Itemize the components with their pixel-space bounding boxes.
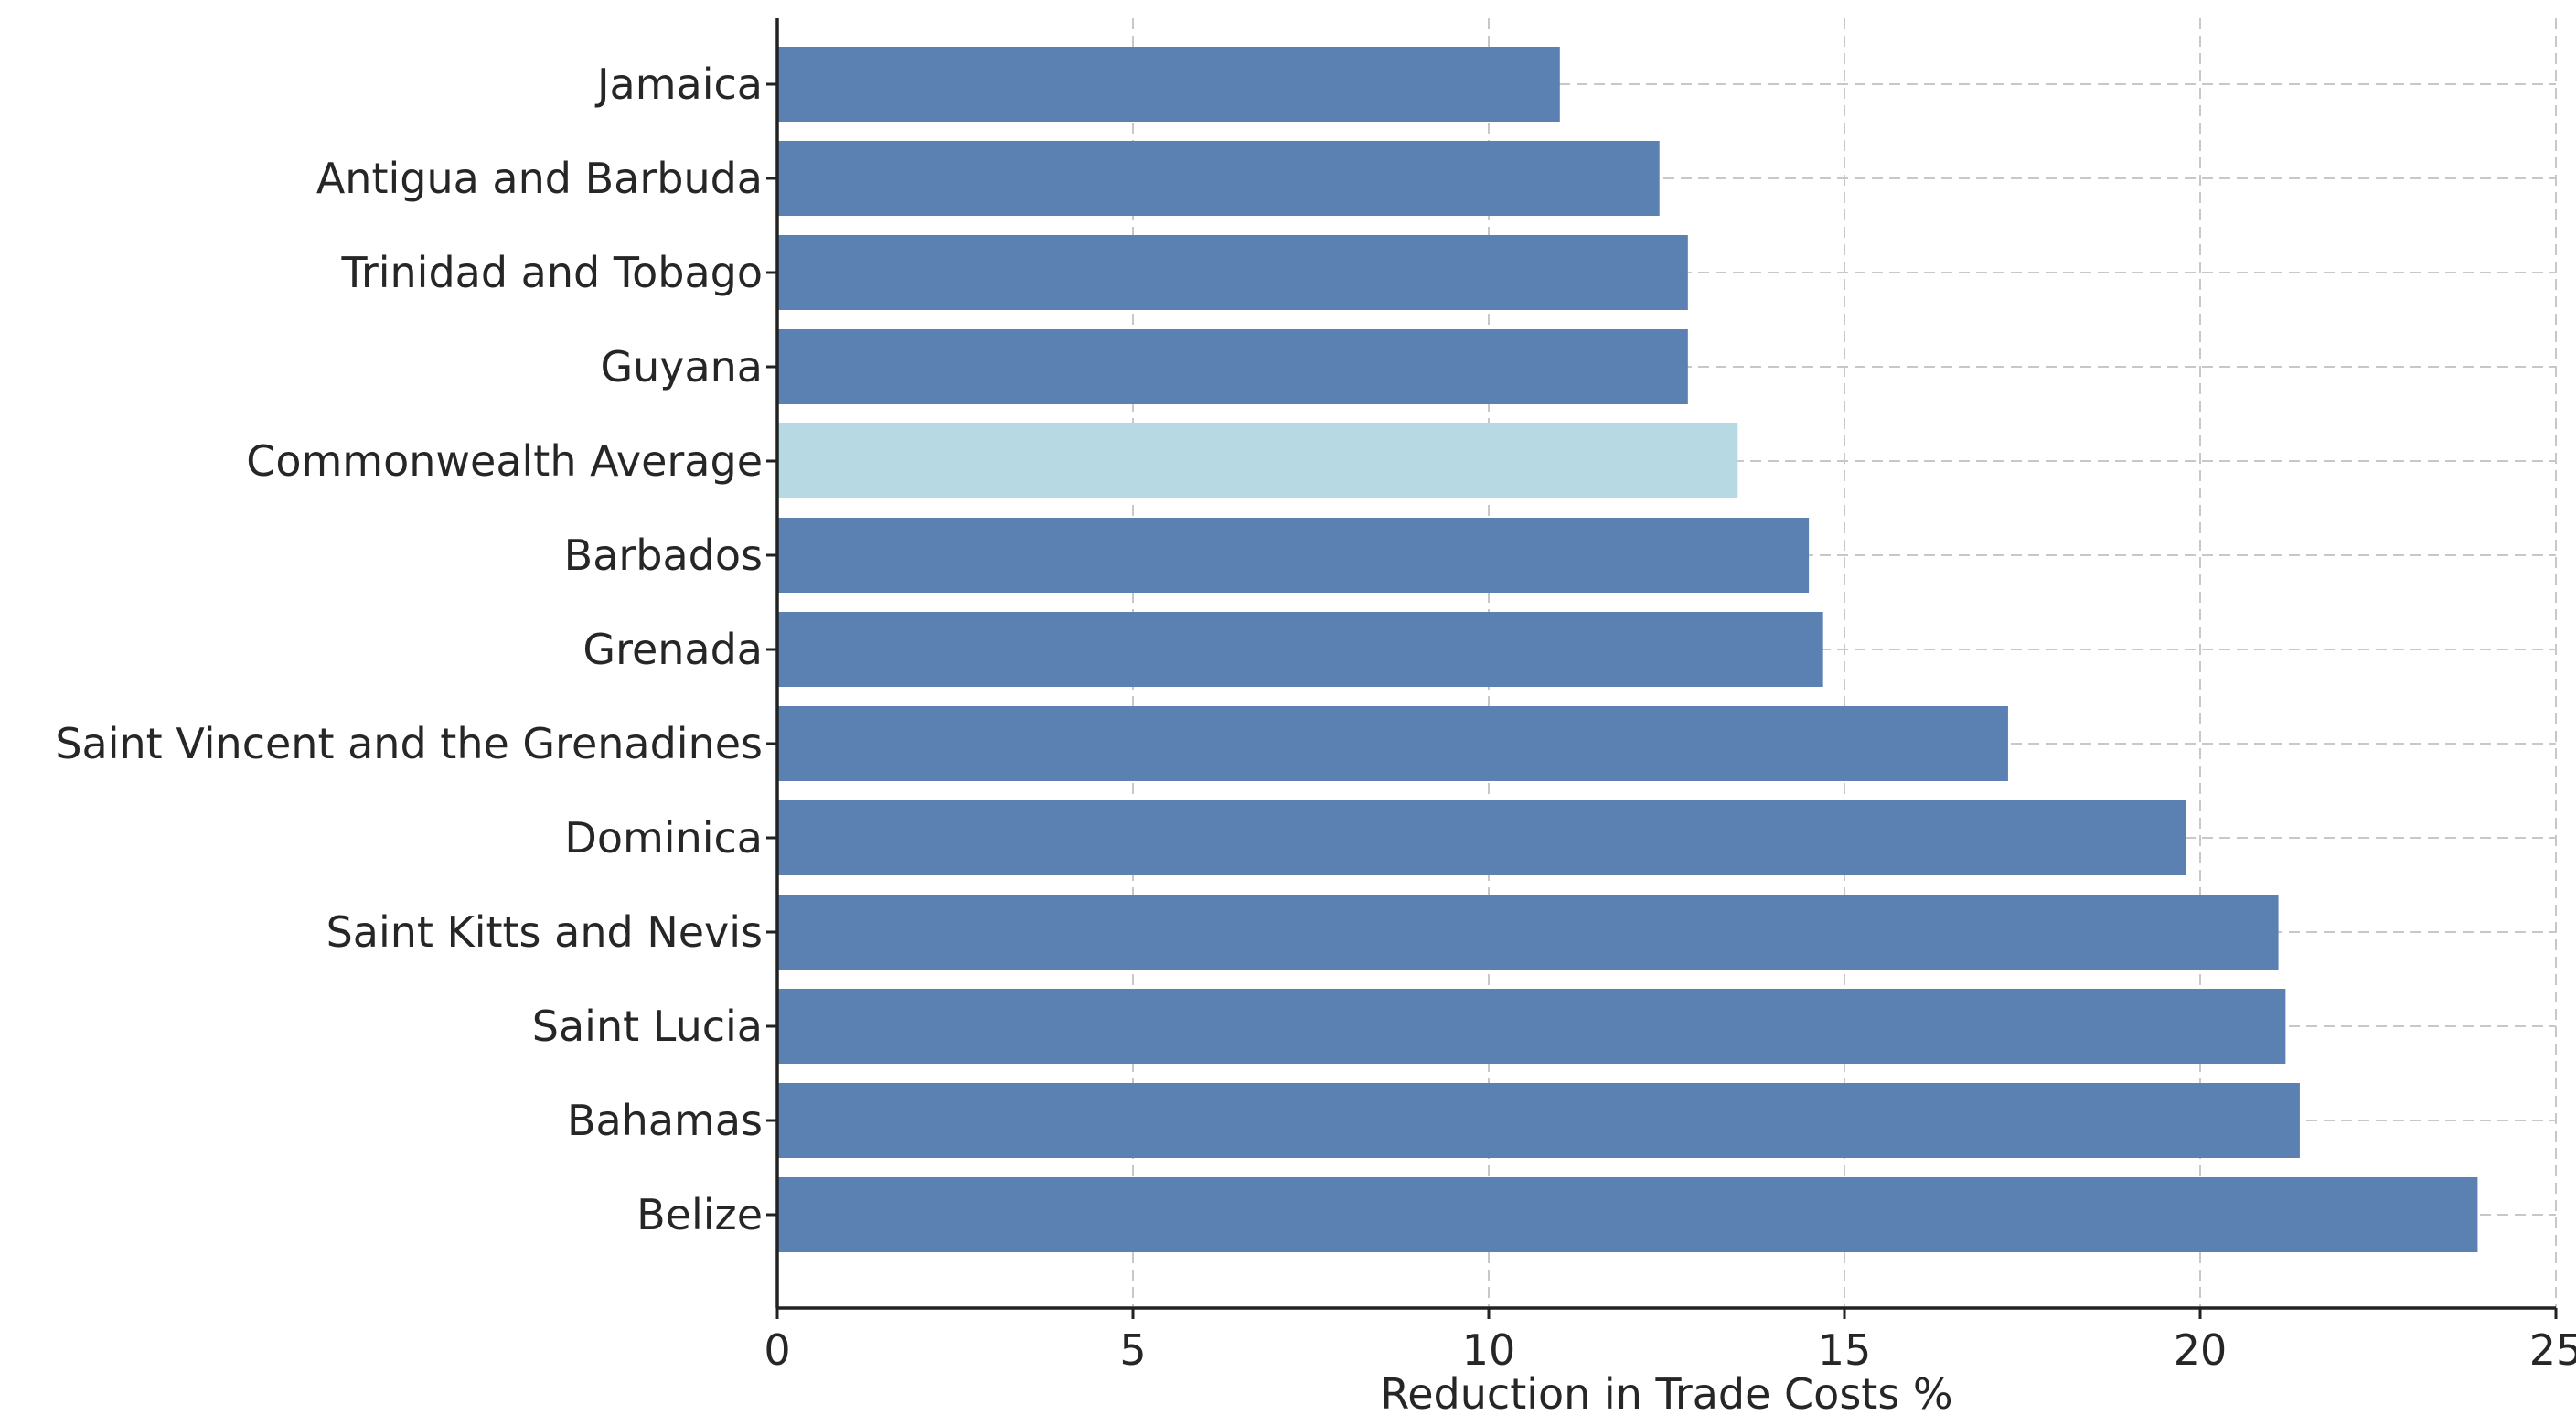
bar-8 [777,800,2186,875]
category-label-9: Saint Kitts and Nevis [326,907,763,957]
category-label-6: Grenada [583,625,763,674]
bar-0 [777,47,1560,122]
x-tick-label-1: 5 [1119,1325,1146,1375]
x-tick-label-2: 10 [1462,1325,1516,1375]
bar-3 [777,329,1688,404]
x-tick-labels: 0 5 10 15 20 25 [764,1325,2576,1375]
category-label-7: Saint Vincent and the Grenadines [55,719,763,768]
bar-12 [777,1177,2478,1252]
bars [777,47,2478,1252]
category-label-8: Dominica [564,813,763,863]
x-tick-label-3: 15 [1818,1325,1872,1375]
x-tick-label-0: 0 [764,1325,790,1375]
category-label-5: Barbados [564,531,763,580]
category-label-2: Trinidad and Tobago [341,248,764,297]
bar-7 [777,706,2008,781]
category-labels: Jamaica Antigua and Barbuda Trinidad and T… [55,59,763,1239]
bar-1 [777,141,1660,216]
category-label-3: Guyana [600,342,763,391]
x-tick-label-4: 20 [2174,1325,2228,1375]
bar-6 [777,612,1823,687]
category-label-11: Bahamas [567,1096,763,1145]
category-label-4: Commonwealth Average [246,436,763,486]
category-label-0: Jamaica [594,59,763,109]
category-label-10: Saint Lucia [532,1002,763,1051]
category-label-12: Belize [636,1190,763,1239]
category-label-1: Antigua and Barbuda [316,154,763,203]
bar-4 [777,423,1738,498]
x-axis-title: Reduction in Trade Costs % [1380,1369,1952,1415]
bar-9 [777,895,2279,970]
bar-5 [777,518,1810,593]
axes [766,18,2558,1319]
bar-2 [777,235,1688,310]
x-tick-label-5: 25 [2529,1325,2576,1375]
bar-10 [777,989,2286,1064]
bar-11 [777,1083,2300,1158]
